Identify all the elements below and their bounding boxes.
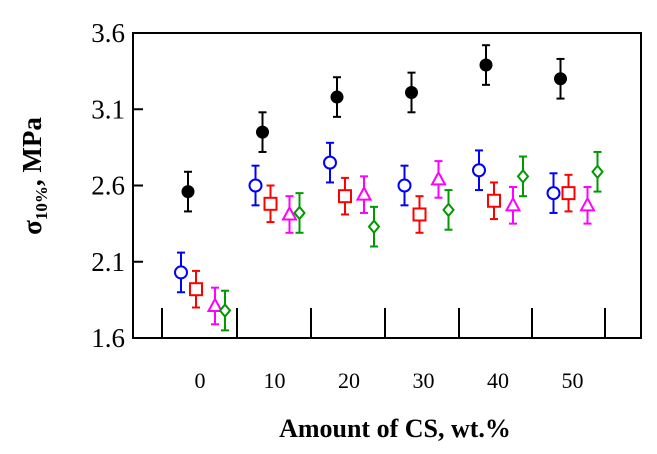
data-point-triangle-open — [355, 185, 373, 201]
data-point-circle-open — [323, 155, 337, 170]
y-axis-label-symbol: σ — [17, 220, 47, 235]
data-points — [174, 44, 604, 332]
data-point-square-open — [338, 189, 352, 204]
data-point-triangle-open — [504, 196, 522, 212]
y-tick-label: 2.6 — [91, 171, 125, 201]
series-triangle-open — [206, 160, 596, 326]
data-point-circle-filled — [405, 85, 418, 99]
data-point-circle-open — [546, 186, 561, 201]
series-diamond-open — [218, 150, 604, 332]
data-point-triangle-open — [430, 170, 447, 186]
data-point-square-open — [189, 282, 203, 297]
series-circle-open — [174, 141, 561, 294]
x-tick-labels: 0 10 20 30 40 50 — [195, 368, 584, 393]
series-circle-filled — [181, 44, 567, 213]
data-point-diamond-open — [218, 302, 232, 319]
data-point-triangle-open — [281, 205, 298, 221]
data-point-diamond-open — [367, 219, 381, 235]
y-axis-label-subscript: 10% — [32, 186, 51, 220]
y-tick-label: 3.6 — [91, 18, 125, 48]
x-tick-label: 0 — [195, 368, 206, 393]
x-tick-label: 20 — [338, 368, 360, 393]
data-point-triangle-open — [579, 196, 596, 212]
data-point-square-open — [487, 193, 501, 208]
data-point-square-open — [412, 207, 427, 222]
data-point-circle-open — [472, 163, 486, 178]
y-tick-label: 1.6 — [91, 323, 125, 353]
data-point-circle-filled — [479, 58, 493, 72]
series-square-open — [189, 173, 576, 309]
x-axis-label: Amount of CS, wt.% — [279, 414, 511, 443]
data-point-square-open — [561, 186, 576, 201]
data-point-diamond-open — [442, 202, 455, 218]
data-point-circle-filled — [330, 90, 344, 104]
data-point-circle-filled — [181, 185, 195, 199]
data-point-circle-filled — [554, 72, 567, 86]
data-point-circle-open — [397, 178, 412, 193]
y-tick-label: 3.1 — [91, 94, 125, 124]
x-tick-label: 40 — [487, 368, 509, 393]
data-point-circle-open — [248, 178, 263, 193]
y-tick-labels: 1.6 2.1 2.6 3.1 3.6 — [91, 18, 125, 353]
y-axis-label-unit: , MPa — [17, 117, 47, 186]
data-point-circle-filled — [256, 125, 269, 139]
chart-axes — [132, 32, 642, 339]
data-point-square-open — [263, 196, 278, 211]
x-tick-label: 10 — [264, 368, 286, 393]
data-point-diamond-open — [516, 168, 530, 184]
data-point-diamond-open — [293, 205, 306, 221]
y-tick-label: 2.1 — [91, 247, 125, 277]
data-point-circle-open — [174, 265, 188, 280]
y-axis-label: σ10%, MPa — [17, 117, 51, 235]
data-point-triangle-open — [206, 296, 224, 312]
x-tick-label: 50 — [562, 368, 584, 393]
data-point-diamond-open — [591, 164, 604, 180]
x-tick-label: 30 — [413, 368, 435, 393]
